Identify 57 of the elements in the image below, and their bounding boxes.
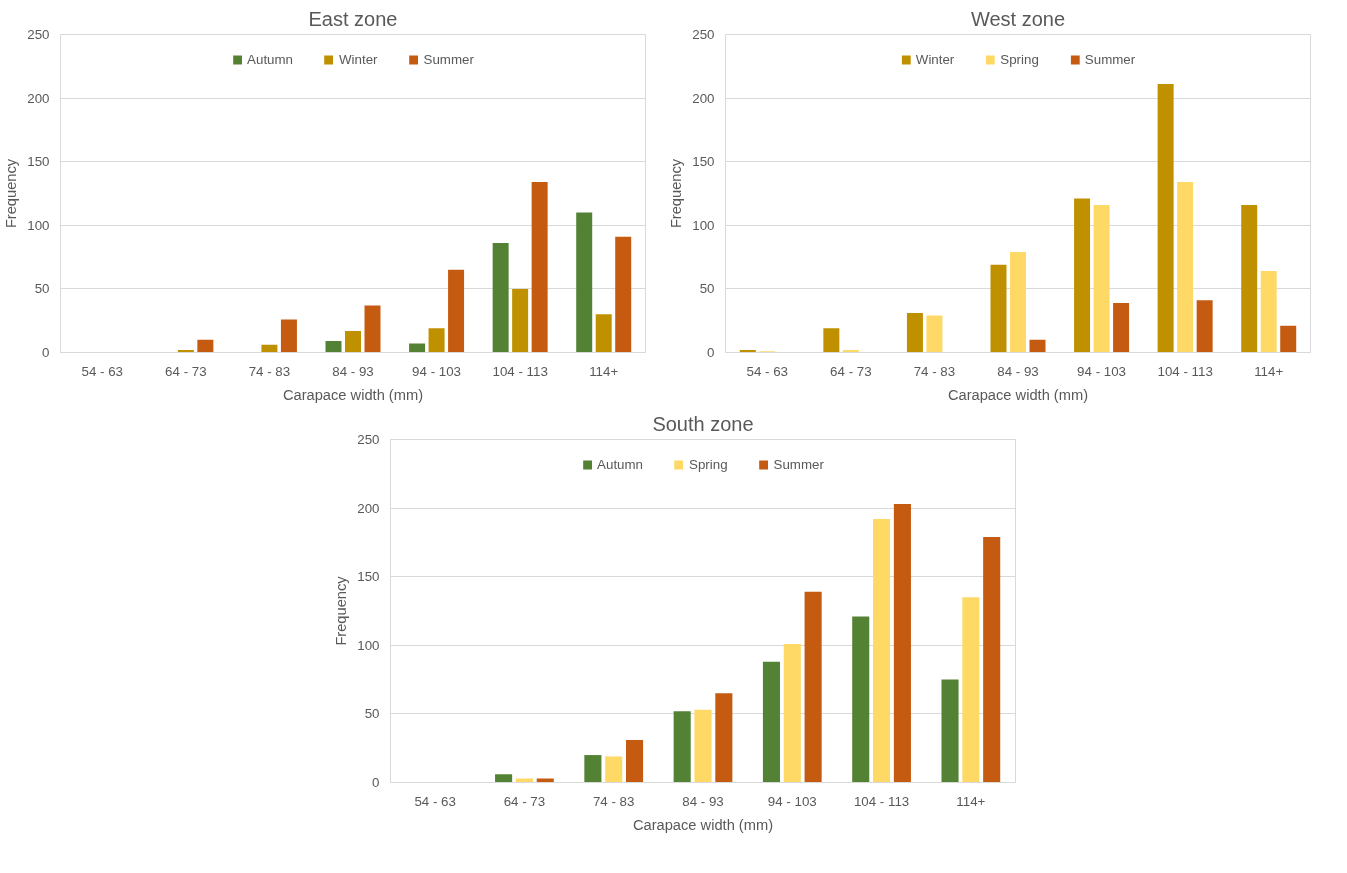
x-tick-label: 54 - 63 xyxy=(81,363,124,379)
x-axis-title: Carapace width (mm) xyxy=(632,816,774,833)
x-axis-title: Carapace width (mm) xyxy=(282,386,424,403)
y-tick-label: 200 xyxy=(692,90,715,106)
y-axis-title: Frequency xyxy=(333,575,350,646)
x-tick-label: 104 - 113 xyxy=(1157,363,1213,379)
x-tick-label: 64 - 73 xyxy=(165,363,207,379)
y-tick-label: 100 xyxy=(692,217,715,233)
x-tick-label: 74 - 83 xyxy=(592,793,635,809)
legend-label: Autumn xyxy=(597,457,644,472)
chart-title: East zone xyxy=(308,7,398,30)
x-tick-label: 74 - 83 xyxy=(913,363,956,379)
y-tick-label: 250 xyxy=(357,432,380,447)
x-tick-label: 84 - 93 xyxy=(997,363,1039,379)
chart-title: South zone xyxy=(652,412,754,435)
legend-label: Winter xyxy=(339,52,378,67)
y-tick-label: 150 xyxy=(357,569,380,585)
x-tick-label: 94 - 103 xyxy=(412,363,462,379)
y-axis-title: Frequency xyxy=(3,158,20,229)
x-tick-label: 114+ xyxy=(589,363,619,379)
legend-label: Winter xyxy=(915,52,955,67)
y-tick-label: 50 xyxy=(364,706,380,722)
y-tick-label: 250 xyxy=(692,27,715,42)
y-tick-label: 150 xyxy=(27,154,50,170)
y-tick-label: 0 xyxy=(707,345,715,360)
y-tick-label: 50 xyxy=(34,281,50,297)
x-tick-label: 114+ xyxy=(956,793,986,809)
y-axis-title: Frequency xyxy=(668,158,685,229)
x-tick-label: 104 - 113 xyxy=(492,363,548,379)
x-tick-label: 94 - 103 xyxy=(1077,363,1127,379)
x-tick-label: 104 - 113 xyxy=(853,793,910,809)
x-tick-label: 114+ xyxy=(1254,363,1284,379)
y-tick-label: 50 xyxy=(699,281,715,297)
y-tick-label: 200 xyxy=(27,90,50,106)
legend-label: Autumn xyxy=(247,52,294,67)
legend-label: Spring xyxy=(689,457,728,472)
y-tick-label: 150 xyxy=(692,154,715,170)
y-tick-label: 100 xyxy=(357,637,380,653)
x-tick-label: 64 - 73 xyxy=(830,363,872,379)
x-axis-title: Carapace width (mm) xyxy=(947,386,1089,403)
legend-label: Summer xyxy=(773,457,824,472)
legend-label: Summer xyxy=(1084,52,1136,67)
y-tick-label: 250 xyxy=(27,27,50,42)
y-tick-label: 0 xyxy=(372,775,380,790)
x-tick-label: 74 - 83 xyxy=(248,363,291,379)
x-tick-label: 64 - 73 xyxy=(503,793,546,809)
y-tick-label: 200 xyxy=(357,500,380,516)
x-tick-label: 84 - 93 xyxy=(682,793,724,809)
y-tick-label: 100 xyxy=(27,217,50,233)
y-tick-label: 0 xyxy=(42,345,50,360)
x-tick-label: 54 - 63 xyxy=(746,363,789,379)
legend-label: Summer xyxy=(423,52,474,67)
x-tick-label: 54 - 63 xyxy=(414,793,456,809)
legend-label: Spring xyxy=(1000,52,1039,67)
chart-title: West zone xyxy=(970,7,1066,30)
x-tick-label: 94 - 103 xyxy=(767,793,817,809)
x-tick-label: 84 - 93 xyxy=(332,363,374,379)
